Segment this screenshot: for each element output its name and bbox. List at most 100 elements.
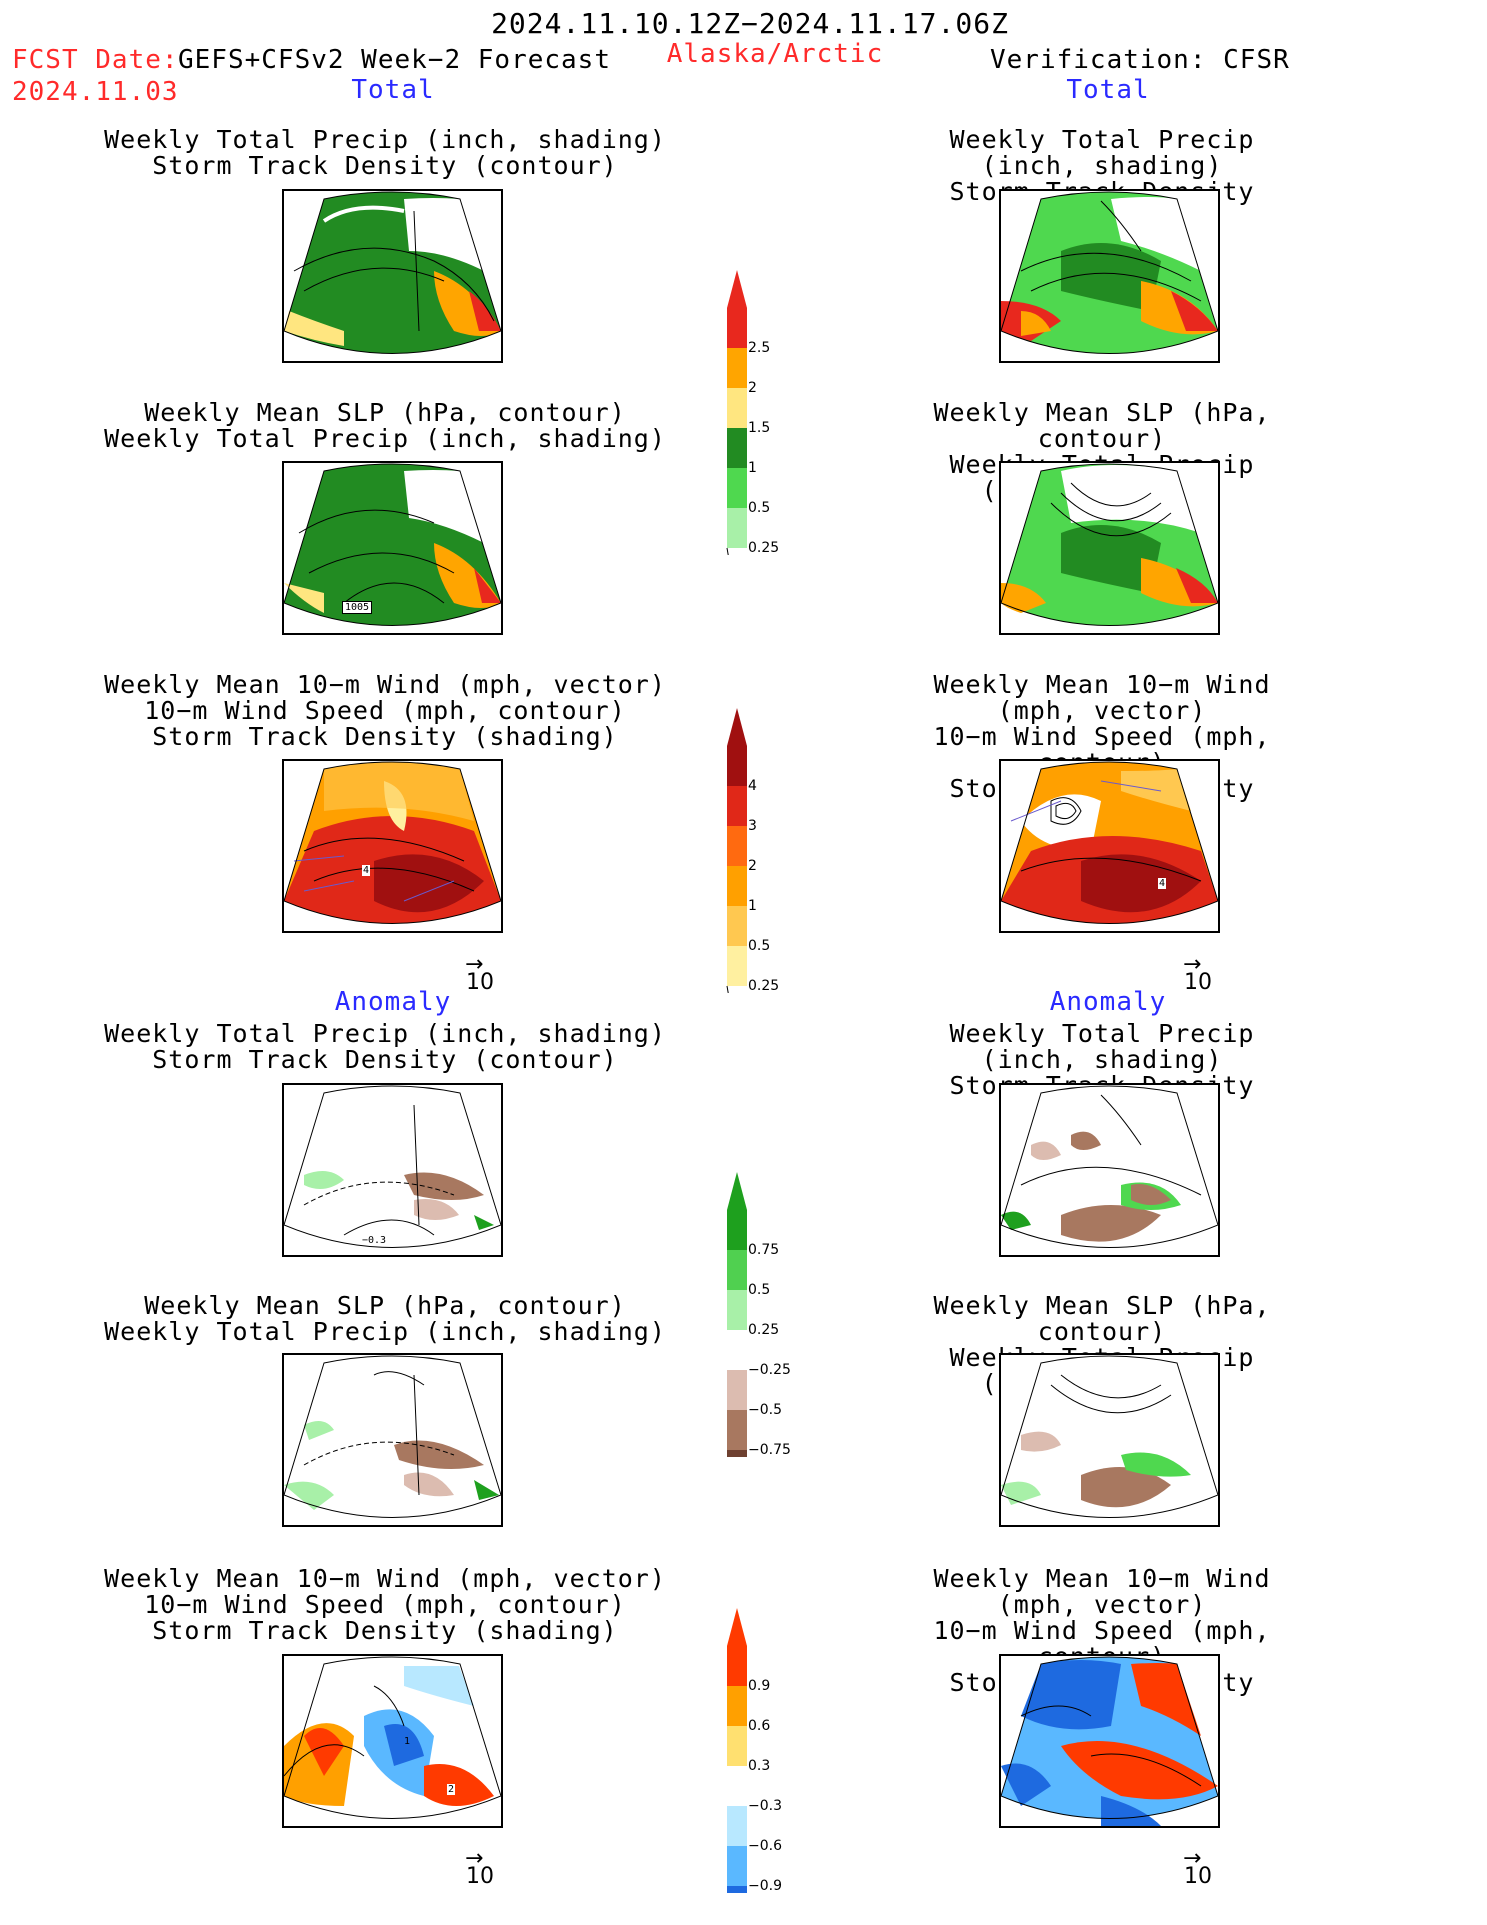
map-vr-wind-storm: 4 xyxy=(999,759,1220,933)
colorbar-label: 0.5 xyxy=(748,938,771,954)
colorbar-segment xyxy=(727,1806,747,1846)
fcst-date-label: FCST Date: xyxy=(12,45,179,75)
colorbar-segment xyxy=(727,1210,747,1250)
colorbar-segment xyxy=(727,508,747,548)
colorbar-segment xyxy=(727,428,747,468)
contour-label: −0.3 xyxy=(362,1235,387,1246)
contour-label: 1005 xyxy=(342,601,373,614)
colorbar-label: 0.25 xyxy=(748,1322,780,1338)
colorbar-label: 2.5 xyxy=(748,340,771,356)
colorbar-label: 1 xyxy=(748,460,757,476)
colorbar-label: −0.6 xyxy=(748,1838,782,1854)
colorbar-segment xyxy=(727,1846,747,1886)
map-an-precip-storm: −0.3 xyxy=(282,1083,503,1257)
map-fc-wind-storm: 4 xyxy=(282,759,503,933)
colorbar-segment xyxy=(727,308,747,348)
map-fc-slp-precip: 1005 xyxy=(282,461,503,635)
colorbar-label: 0.6 xyxy=(748,1718,771,1734)
map-an-wind-storm: 1 2 xyxy=(282,1654,503,1828)
colorbar-segment xyxy=(727,468,747,508)
colorbar-segment xyxy=(727,1686,747,1726)
colorbar-top-arrow xyxy=(727,708,747,746)
colorbar-segment xyxy=(727,1370,747,1410)
vector-arrow-icon: → xyxy=(465,1846,484,1871)
map-an-slp-precip xyxy=(282,1353,503,1527)
colorbar-label: −0.9 xyxy=(748,1878,782,1894)
colorbar-precip-total xyxy=(722,270,752,589)
map-vr-an-wind-storm xyxy=(999,1654,1220,1828)
colorbar-segment xyxy=(727,1766,747,1806)
colorbar-label: 0.25 xyxy=(748,978,780,994)
colorbar-segment xyxy=(727,866,747,906)
panel-title-fc-precip-storm: Weekly Total Precip (inch, shading) Stor… xyxy=(104,125,666,180)
panel-title-fc-wind-storm: Weekly Mean 10−m Wind (mph, vector) 10−m… xyxy=(104,670,666,751)
colorbar-segment xyxy=(727,1450,747,1490)
contour-label: 2 xyxy=(447,1784,456,1795)
colorbar-label: −0.75 xyxy=(748,1442,791,1458)
colorbar-segment xyxy=(727,1646,747,1686)
region-label: Alaska/Arctic xyxy=(666,39,884,69)
colorbar-segment xyxy=(727,1250,747,1290)
colorbar-label: −0.25 xyxy=(748,1362,791,1378)
map-vr-an-precip-storm xyxy=(999,1083,1220,1257)
contour-label: 4 xyxy=(362,865,371,876)
colorbar-segment xyxy=(727,906,747,946)
colorbar-segment xyxy=(727,388,747,428)
colorbar-segment xyxy=(727,1886,747,1925)
colorbar-segment xyxy=(727,1330,747,1370)
colorbar-label: 2 xyxy=(748,380,757,396)
section-total-right: Total xyxy=(1066,75,1150,105)
map-vr-slp-precip xyxy=(999,461,1220,635)
map-vr-an-slp-precip xyxy=(999,1353,1220,1527)
colorbar-segment xyxy=(727,1726,747,1766)
panel-title-an-precip-storm: Weekly Total Precip (inch, shading) Stor… xyxy=(104,1019,666,1074)
map-fc-precip-storm xyxy=(282,189,503,363)
colorbar-label: 2 xyxy=(748,858,757,874)
colorbar-label: 0.5 xyxy=(748,500,771,516)
colorbar-segment xyxy=(727,1290,747,1330)
colorbar-label: 0.5 xyxy=(748,1282,771,1298)
colorbar-label: 0.75 xyxy=(748,1242,780,1258)
vector-arrow-icon: → xyxy=(1183,1846,1202,1871)
colorbar-segment xyxy=(727,946,747,986)
vector-ref-label: 10 xyxy=(466,1864,494,1889)
colorbar-label: 0.25 xyxy=(748,540,780,556)
forecast-period: 2024.11.10.12Z−2024.11.17.06Z xyxy=(491,7,1009,40)
section-anomaly-left: Anomaly xyxy=(334,987,452,1017)
colorbar-segment xyxy=(727,348,747,388)
fcst-date: 2024.11.03 xyxy=(12,77,179,107)
colorbar-label: −0.3 xyxy=(748,1798,782,1814)
colorbar-tail xyxy=(726,985,735,1027)
vector-ref-label: 10 xyxy=(466,970,494,995)
colorbar-segment xyxy=(727,826,747,866)
colorbar-label: 0.3 xyxy=(748,1758,771,1774)
section-total-left: Total xyxy=(351,75,435,105)
colorbar-top-arrow xyxy=(727,1608,747,1646)
colorbar-label: 0.9 xyxy=(748,1678,771,1694)
contour-label: 4 xyxy=(1158,878,1167,889)
verification-label: Verification: CFSR xyxy=(990,45,1290,75)
contour-label: 1 xyxy=(404,1736,411,1747)
colorbar-top-arrow xyxy=(727,1172,747,1210)
colorbar-top-arrow xyxy=(727,270,747,308)
colorbar-label: −0.5 xyxy=(748,1402,782,1418)
colorbar-segment xyxy=(727,786,747,826)
vector-ref-label: 10 xyxy=(1184,970,1212,995)
colorbar-segment xyxy=(727,746,747,786)
section-anomaly-right: Anomaly xyxy=(1049,987,1167,1017)
colorbar-label: 3 xyxy=(748,818,757,834)
colorbar-tail xyxy=(726,547,735,589)
colorbar-segment xyxy=(727,1410,747,1450)
colorbar-storm-total xyxy=(722,708,752,1027)
panel-title-an-slp-precip: Weekly Mean SLP (hPa, contour) Weekly To… xyxy=(104,1291,666,1346)
vector-ref-label: 10 xyxy=(1184,1864,1212,1889)
colorbar-label: 1 xyxy=(748,898,757,914)
vector-arrow-icon: → xyxy=(465,952,484,977)
panel-title-fc-slp-precip: Weekly Mean SLP (hPa, contour) Weekly To… xyxy=(104,398,666,453)
model-name: GEFS+CFSv2 Week−2 Forecast xyxy=(178,45,611,75)
map-vr-precip-storm xyxy=(999,189,1220,363)
colorbar-label: 4 xyxy=(748,778,757,794)
panel-title-an-wind-storm: Weekly Mean 10−m Wind (mph, vector) 10−m… xyxy=(104,1564,666,1645)
vector-arrow-icon: → xyxy=(1183,952,1202,977)
colorbar-label: 1.5 xyxy=(748,420,771,436)
